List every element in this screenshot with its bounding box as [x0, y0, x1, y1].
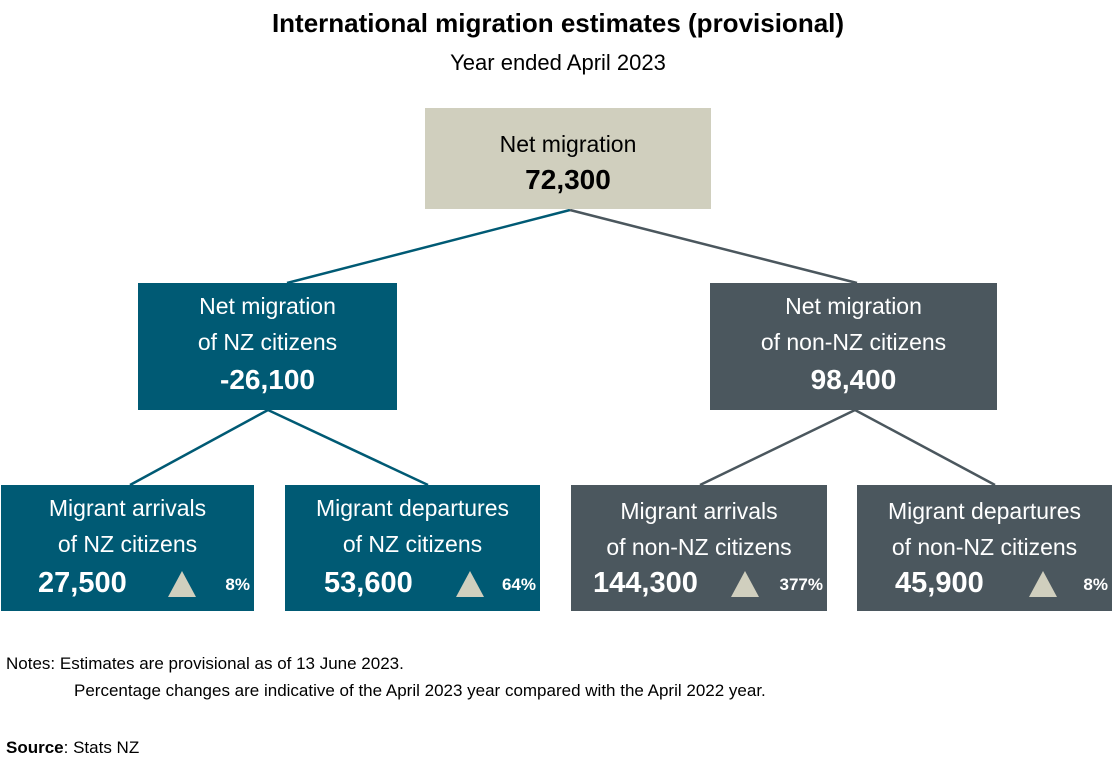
- connector-root-non-nz: [569, 208, 858, 285]
- notes-line: Percentage changes are indicative of the…: [74, 681, 766, 700]
- notes-line: Estimates are provisional as of 13 June …: [59, 654, 404, 673]
- non-nz-arrivals-box: Migrant arrivals of non-NZ citizens 144,…: [571, 485, 827, 611]
- source-label: Source: [6, 738, 64, 757]
- box-value: 72,300: [525, 164, 611, 195]
- percent-change: 8%: [225, 575, 250, 594]
- non-nz-departures-box: Migrant departures of non-NZ citizens 45…: [857, 485, 1112, 611]
- connector-nz-departures: [267, 408, 429, 487]
- source: Source: Stats NZ: [6, 738, 139, 758]
- box-label: of NZ citizens: [57, 531, 198, 557]
- chart-subtitle: Year ended April 2023: [450, 50, 666, 75]
- box-label: Net migration: [785, 293, 922, 319]
- connector-non-nz-arrivals: [699, 408, 856, 487]
- net-migration-box: Net migration 72,300: [425, 108, 711, 209]
- non-nz-net-migration-box: Net migration of non-NZ citizens 98,400: [710, 283, 997, 410]
- box-label: of NZ citizens: [342, 531, 483, 557]
- nz-departures-box: Migrant departures of NZ citizens 53,600…: [285, 485, 540, 611]
- box-label: Migrant departures: [315, 495, 510, 521]
- box-label: Migrant departures: [887, 498, 1082, 524]
- box-label: Net migration: [499, 131, 637, 157]
- box-label: of non-NZ citizens: [606, 534, 792, 560]
- box-value: 98,400: [810, 364, 897, 395]
- box-label: of non-NZ citizens: [891, 534, 1078, 560]
- box-value: -26,100: [220, 364, 315, 395]
- connector-nz-arrivals: [129, 408, 269, 487]
- box-value: 144,300: [593, 567, 698, 599]
- source-text: : Stats NZ: [63, 738, 140, 757]
- percent-change: 377%: [779, 575, 823, 594]
- box-label: Migrant arrivals: [620, 498, 778, 524]
- percent-change: 64%: [501, 575, 536, 594]
- box-label: of NZ citizens: [197, 329, 338, 355]
- chart-title: International migration estimates (provi…: [271, 8, 845, 38]
- box-label: of non-NZ citizens: [760, 329, 947, 355]
- up-triangle-icon: [168, 571, 196, 597]
- box-value: 27,500: [38, 567, 127, 599]
- percent-change: 8%: [1083, 575, 1108, 594]
- box-value: 53,600: [324, 567, 413, 599]
- connector-non-nz-departures: [854, 408, 996, 487]
- box-label: Net migration: [199, 293, 336, 319]
- notes-label: Notes:: [6, 654, 56, 673]
- box-value: 45,900: [895, 567, 984, 599]
- connector-root-nz: [286, 208, 571, 285]
- box-label: Migrant arrivals: [48, 495, 207, 521]
- nz-net-migration-box: Net migration of NZ citizens -26,100: [138, 283, 397, 410]
- up-triangle-icon: [731, 571, 759, 597]
- up-triangle-icon: [1029, 571, 1057, 597]
- notes: Notes: Estimates are provisional as of 1…: [6, 650, 766, 704]
- nz-arrivals-box: Migrant arrivals of NZ citizens 27,500 8%: [1, 485, 254, 611]
- up-triangle-icon: [456, 571, 484, 597]
